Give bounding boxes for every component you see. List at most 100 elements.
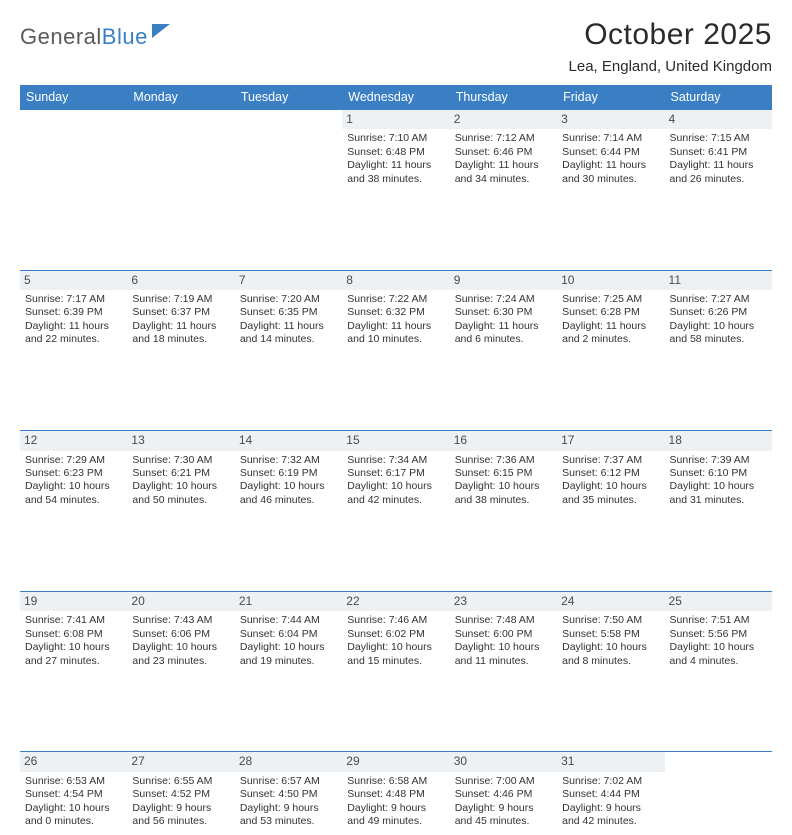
daylight-text: Daylight: 9 hours and 42 minutes.	[562, 802, 659, 829]
sunset-text: Sunset: 6:37 PM	[132, 306, 229, 319]
daylight-text: Daylight: 10 hours and 19 minutes.	[240, 641, 337, 668]
calendar-day-cell: 25Sunrise: 7:51 AMSunset: 5:56 PMDayligh…	[665, 591, 772, 674]
daylight-text: Daylight: 11 hours and 22 minutes.	[25, 320, 122, 347]
calendar-day-cell: 1Sunrise: 7:10 AMSunset: 6:48 PMDaylight…	[342, 110, 449, 192]
sunrise-text: Sunrise: 7:46 AM	[347, 614, 444, 627]
calendar-day-cell: 30Sunrise: 7:00 AMSunset: 4:46 PMDayligh…	[450, 752, 557, 835]
day-number: 24	[557, 592, 664, 611]
day-number: 16	[450, 431, 557, 450]
calendar-day-cell: 28Sunrise: 6:57 AMSunset: 4:50 PMDayligh…	[235, 752, 342, 835]
daylight-text: Daylight: 10 hours and 15 minutes.	[347, 641, 444, 668]
sunrise-text: Sunrise: 7:36 AM	[455, 454, 552, 467]
sunset-text: Sunset: 4:52 PM	[132, 788, 229, 801]
day-number: 28	[235, 752, 342, 771]
sunrise-text: Sunrise: 7:37 AM	[562, 454, 659, 467]
sunset-text: Sunset: 4:48 PM	[347, 788, 444, 801]
day-number: 11	[665, 271, 772, 290]
calendar-week-row: 5Sunrise: 7:17 AMSunset: 6:39 PMDaylight…	[20, 270, 772, 353]
daylight-text: Daylight: 11 hours and 26 minutes.	[670, 159, 767, 186]
calendar-day-cell: 5Sunrise: 7:17 AMSunset: 6:39 PMDaylight…	[20, 270, 127, 353]
logo-text-b: Blue	[102, 24, 148, 49]
daylight-text: Daylight: 10 hours and 31 minutes.	[670, 480, 767, 507]
day-number: 20	[127, 592, 234, 611]
day-number: 7	[235, 271, 342, 290]
daylight-text: Daylight: 10 hours and 8 minutes.	[562, 641, 659, 668]
calendar-day-cell: 6Sunrise: 7:19 AMSunset: 6:37 PMDaylight…	[127, 270, 234, 353]
col-friday: Friday	[557, 85, 664, 110]
sunset-text: Sunset: 6:23 PM	[25, 467, 122, 480]
sunset-text: Sunset: 6:10 PM	[670, 467, 767, 480]
logo-text: GeneralBlue	[20, 24, 148, 50]
day-number: 23	[450, 592, 557, 611]
col-saturday: Saturday	[665, 85, 772, 110]
col-monday: Monday	[127, 85, 234, 110]
calendar-day-cell: 15Sunrise: 7:34 AMSunset: 6:17 PMDayligh…	[342, 431, 449, 514]
sunset-text: Sunset: 5:58 PM	[562, 628, 659, 641]
calendar-day-cell: 9Sunrise: 7:24 AMSunset: 6:30 PMDaylight…	[450, 270, 557, 353]
daylight-text: Daylight: 10 hours and 38 minutes.	[455, 480, 552, 507]
day-number: 4	[665, 110, 772, 129]
daylight-text: Daylight: 11 hours and 34 minutes.	[455, 159, 552, 186]
daylight-text: Daylight: 9 hours and 45 minutes.	[455, 802, 552, 829]
col-sunday: Sunday	[20, 85, 127, 110]
sunset-text: Sunset: 6:02 PM	[347, 628, 444, 641]
sunrise-text: Sunrise: 7:29 AM	[25, 454, 122, 467]
day-number: 25	[665, 592, 772, 611]
sunrise-text: Sunrise: 7:50 AM	[562, 614, 659, 627]
calendar-table: Sunday Monday Tuesday Wednesday Thursday…	[20, 85, 772, 835]
sunrise-text: Sunrise: 7:14 AM	[562, 132, 659, 145]
col-tuesday: Tuesday	[235, 85, 342, 110]
calendar-day-cell: 22Sunrise: 7:46 AMSunset: 6:02 PMDayligh…	[342, 591, 449, 674]
sunset-text: Sunset: 6:30 PM	[455, 306, 552, 319]
sunrise-text: Sunrise: 7:27 AM	[670, 293, 767, 306]
day-number: 6	[127, 271, 234, 290]
day-number: 27	[127, 752, 234, 771]
calendar-day-cell: 21Sunrise: 7:44 AMSunset: 6:04 PMDayligh…	[235, 591, 342, 674]
sunrise-text: Sunrise: 6:53 AM	[25, 775, 122, 788]
sunset-text: Sunset: 6:44 PM	[562, 146, 659, 159]
logo-text-a: General	[20, 24, 102, 49]
day-number: 12	[20, 431, 127, 450]
day-number: 26	[20, 752, 127, 771]
day-number: 31	[557, 752, 664, 771]
page-title: October 2025	[569, 18, 772, 52]
calendar-day-cell: 7Sunrise: 7:20 AMSunset: 6:35 PMDaylight…	[235, 270, 342, 353]
sunrise-text: Sunrise: 7:25 AM	[562, 293, 659, 306]
calendar-day-cell	[235, 110, 342, 192]
calendar-day-cell: 27Sunrise: 6:55 AMSunset: 4:52 PMDayligh…	[127, 752, 234, 835]
daylight-text: Daylight: 9 hours and 56 minutes.	[132, 802, 229, 829]
calendar-day-cell: 16Sunrise: 7:36 AMSunset: 6:15 PMDayligh…	[450, 431, 557, 514]
week-separator	[20, 192, 772, 270]
day-number: 19	[20, 592, 127, 611]
sunset-text: Sunset: 6:06 PM	[132, 628, 229, 641]
day-number: 30	[450, 752, 557, 771]
sunset-text: Sunset: 6:32 PM	[347, 306, 444, 319]
day-number: 13	[127, 431, 234, 450]
calendar-day-cell: 11Sunrise: 7:27 AMSunset: 6:26 PMDayligh…	[665, 270, 772, 353]
day-number: 17	[557, 431, 664, 450]
day-number: 29	[342, 752, 449, 771]
daylight-text: Daylight: 10 hours and 27 minutes.	[25, 641, 122, 668]
calendar-week-row: 19Sunrise: 7:41 AMSunset: 6:08 PMDayligh…	[20, 591, 772, 674]
day-number: 21	[235, 592, 342, 611]
sunrise-text: Sunrise: 7:43 AM	[132, 614, 229, 627]
sunset-text: Sunset: 6:28 PM	[562, 306, 659, 319]
sunset-text: Sunset: 6:26 PM	[670, 306, 767, 319]
day-number: 18	[665, 431, 772, 450]
calendar-day-cell: 14Sunrise: 7:32 AMSunset: 6:19 PMDayligh…	[235, 431, 342, 514]
sunrise-text: Sunrise: 7:24 AM	[455, 293, 552, 306]
sunset-text: Sunset: 6:19 PM	[240, 467, 337, 480]
calendar-day-cell: 23Sunrise: 7:48 AMSunset: 6:00 PMDayligh…	[450, 591, 557, 674]
calendar-day-cell	[665, 752, 772, 835]
sunrise-text: Sunrise: 7:44 AM	[240, 614, 337, 627]
sunset-text: Sunset: 6:35 PM	[240, 306, 337, 319]
calendar-week-row: 12Sunrise: 7:29 AMSunset: 6:23 PMDayligh…	[20, 431, 772, 514]
calendar-day-cell: 17Sunrise: 7:37 AMSunset: 6:12 PMDayligh…	[557, 431, 664, 514]
daylight-text: Daylight: 9 hours and 49 minutes.	[347, 802, 444, 829]
week-separator	[20, 674, 772, 752]
calendar-body: 1Sunrise: 7:10 AMSunset: 6:48 PMDaylight…	[20, 110, 772, 835]
calendar-day-cell	[20, 110, 127, 192]
sunset-text: Sunset: 6:21 PM	[132, 467, 229, 480]
daylight-text: Daylight: 10 hours and 54 minutes.	[25, 480, 122, 507]
calendar-day-cell: 29Sunrise: 6:58 AMSunset: 4:48 PMDayligh…	[342, 752, 449, 835]
